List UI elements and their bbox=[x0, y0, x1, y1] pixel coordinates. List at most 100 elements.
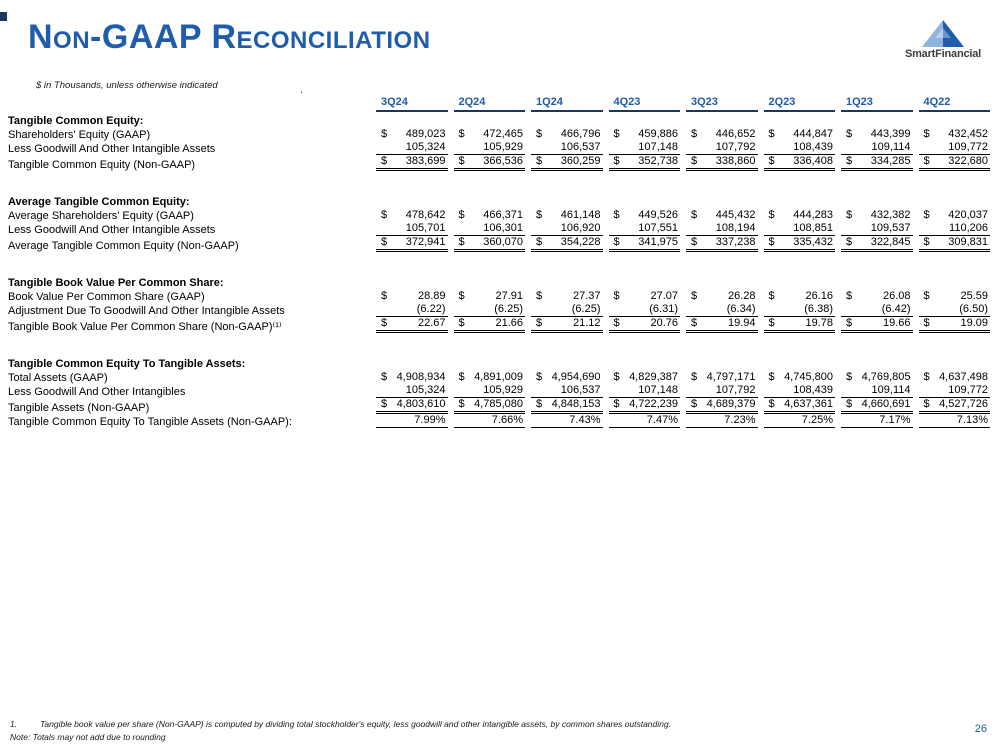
cell-value: 7.17% bbox=[879, 414, 911, 426]
cell-value: 322,680 bbox=[948, 155, 988, 167]
cell-box: $4,745,800 bbox=[764, 371, 836, 384]
cell-box: $4,785,080 bbox=[453, 398, 525, 414]
currency-symbol: $ bbox=[691, 317, 698, 329]
value-cell: (6.50) bbox=[916, 303, 994, 317]
cell-box: $360,070 bbox=[453, 236, 525, 252]
cell-box: $28.89 bbox=[376, 290, 448, 303]
currency-symbol: $ bbox=[381, 371, 388, 383]
cell-box: 105,324 bbox=[376, 141, 448, 155]
subtitle: $ in Thousands, unless otherwise indicat… bbox=[36, 80, 218, 91]
table-row: Tangible Common Equity To Tangible Asset… bbox=[8, 414, 993, 428]
cell-value: 420,037 bbox=[948, 209, 988, 221]
value-cell: $4,769,805 bbox=[838, 370, 916, 384]
cell-box: $4,660,691 bbox=[841, 398, 913, 414]
currency-symbol: $ bbox=[458, 128, 465, 140]
value-cell: $22.67 bbox=[373, 317, 451, 333]
value-cell: $322,680 bbox=[916, 155, 994, 171]
cell-box: 108,194 bbox=[686, 222, 758, 236]
currency-symbol: $ bbox=[536, 209, 543, 221]
cell-box: $19.94 bbox=[686, 317, 758, 333]
cell-box: 7.13% bbox=[918, 414, 990, 428]
cell-box: 7.99% bbox=[376, 414, 448, 428]
value-cell: 107,551 bbox=[606, 222, 684, 236]
value-cell: $352,738 bbox=[606, 155, 684, 171]
cell-box: $322,680 bbox=[918, 155, 990, 171]
table-row: Average Tangible Common Equity (Non-GAAP… bbox=[8, 236, 993, 252]
cell-value: 4,848,153 bbox=[551, 398, 601, 410]
cell-value: 7.25% bbox=[801, 414, 833, 426]
value-cell: $27.91 bbox=[451, 289, 529, 303]
column-header-label: 3Q23 bbox=[686, 96, 758, 112]
column-header-label: 2Q24 bbox=[453, 96, 525, 112]
cell-value: (6.50) bbox=[959, 303, 988, 315]
value-cell: 7.13% bbox=[916, 414, 994, 428]
cell-box: $26.28 bbox=[686, 290, 758, 303]
cell-value: 109,114 bbox=[871, 141, 911, 153]
cell-value: 432,382 bbox=[870, 209, 911, 221]
cell-value: 7.23% bbox=[724, 414, 756, 426]
currency-symbol: $ bbox=[613, 209, 620, 221]
value-cell: (6.31) bbox=[606, 303, 684, 317]
cell-value: 7.47% bbox=[646, 414, 678, 426]
currency-symbol: $ bbox=[768, 209, 775, 221]
cell-value: 4,785,080 bbox=[474, 398, 523, 410]
currency-symbol: $ bbox=[381, 155, 388, 167]
value-cell: $443,399 bbox=[838, 127, 916, 141]
cell-box: (6.22) bbox=[376, 303, 448, 317]
cell-value: 105,929 bbox=[483, 384, 523, 396]
cell-box: 7.43% bbox=[531, 414, 603, 428]
value-cell: $432,452 bbox=[916, 127, 994, 141]
currency-symbol: $ bbox=[458, 317, 465, 329]
cell-value: 466,796 bbox=[560, 128, 601, 140]
logo-triangle-icon bbox=[922, 20, 964, 47]
cell-value: (6.22) bbox=[416, 303, 446, 315]
table-row: Tangible Common Equity (Non-GAAP) $383,69… bbox=[8, 155, 993, 171]
value-cell: 105,701 bbox=[373, 222, 451, 236]
currency-symbol: $ bbox=[923, 317, 930, 329]
cell-box: 109,772 bbox=[918, 141, 990, 155]
cell-value: 444,283 bbox=[793, 209, 833, 221]
value-cell: (6.25) bbox=[451, 303, 529, 317]
section-spacer bbox=[8, 171, 993, 193]
cell-box: $4,803,610 bbox=[376, 398, 448, 414]
cell-box: (6.38) bbox=[763, 303, 835, 317]
cell-box: (6.42) bbox=[841, 303, 913, 317]
value-cell: $420,037 bbox=[916, 208, 994, 222]
column-header-label: 1Q23 bbox=[841, 96, 913, 112]
currency-symbol: $ bbox=[381, 236, 388, 248]
cell-value: 19.94 bbox=[727, 317, 756, 329]
cell-box: (6.31) bbox=[608, 303, 680, 317]
cell-value: 366,536 bbox=[483, 155, 523, 167]
cell-value: 27.07 bbox=[650, 290, 678, 302]
value-cell: $334,285 bbox=[838, 155, 916, 171]
column-header: 4Q23 bbox=[606, 96, 684, 112]
cell-box: $19.66 bbox=[841, 317, 913, 333]
cell-box: $444,283 bbox=[764, 209, 836, 222]
value-cell: 7.47% bbox=[606, 414, 684, 428]
cell-value: 106,537 bbox=[560, 384, 601, 396]
column-header-label: 4Q22 bbox=[918, 96, 990, 112]
cell-box: $25.59 bbox=[919, 290, 991, 303]
table-row: Tangible Book Value Per Common Share (No… bbox=[8, 317, 993, 333]
cell-value: 26.08 bbox=[882, 290, 911, 302]
value-cell: $489,023 bbox=[373, 127, 451, 141]
currency-symbol: $ bbox=[768, 155, 775, 167]
value-cell: $4,803,610 bbox=[373, 398, 451, 414]
table-row: Adjustment Due To Goodwill And Other Int… bbox=[8, 303, 993, 317]
cell-box: 7.25% bbox=[763, 414, 835, 428]
cell-box: (6.50) bbox=[918, 303, 990, 317]
table-row: Less Goodwill And Other Intangibles 105,3… bbox=[8, 384, 993, 398]
cell-box: 105,929 bbox=[453, 141, 525, 155]
cell-value: 4,637,361 bbox=[784, 398, 833, 410]
value-cell: 106,537 bbox=[528, 141, 606, 155]
currency-symbol: $ bbox=[613, 398, 620, 410]
footnote-1-marker: 1. bbox=[10, 719, 18, 729]
value-cell: $26.28 bbox=[683, 289, 761, 303]
cell-value: 338,860 bbox=[715, 155, 756, 167]
value-cell: $4,527,726 bbox=[916, 398, 994, 414]
value-cell: $366,536 bbox=[451, 155, 529, 171]
corner-cell bbox=[8, 96, 373, 112]
cell-box: $420,037 bbox=[919, 209, 991, 222]
cell-box: $372,941 bbox=[376, 236, 448, 252]
row-label: Adjustment Due To Goodwill And Other Int… bbox=[8, 305, 285, 317]
